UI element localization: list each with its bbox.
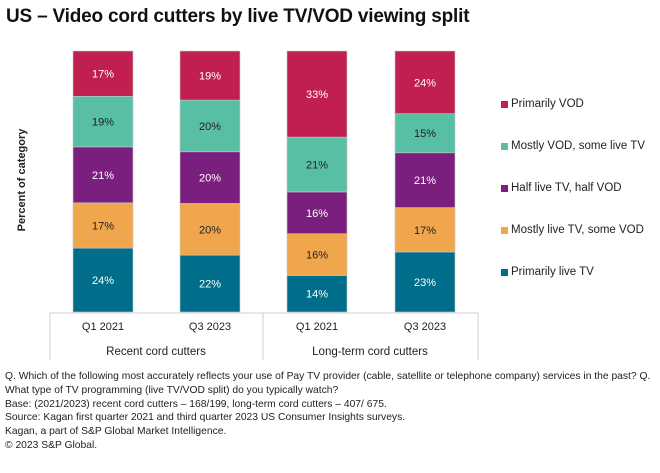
bar-segment (286, 191, 348, 235)
legend-swatch (501, 142, 508, 150)
data-label: 17% (92, 69, 114, 81)
legend-swatch (501, 184, 508, 192)
legend-item: Primarily live TV (501, 265, 594, 279)
y-axis-label: Percent of category (16, 128, 28, 232)
data-label: 19% (199, 71, 221, 83)
x-tick-label: Q3 2023 (404, 321, 446, 333)
data-label: 17% (414, 225, 436, 237)
legend-swatch (501, 100, 508, 108)
data-label: 21% (414, 175, 436, 187)
legend-label: Mostly live TV, some VOD (511, 224, 644, 236)
data-label: 14% (306, 289, 328, 301)
x-group-label: Long-term cord cutters (312, 346, 428, 358)
data-label: 15% (414, 128, 436, 140)
bar-segment (179, 151, 241, 204)
data-label: 22% (199, 279, 221, 291)
legend-swatch (501, 226, 508, 234)
data-label: 21% (92, 170, 114, 182)
legend-item: Mostly VOD, some live TV (501, 139, 645, 153)
note-publisher: Kagan, a part of S&P Global Market Intel… (5, 426, 227, 438)
legend-label: Half live TV, half VOD (511, 182, 622, 194)
bar-segment (394, 152, 456, 208)
chart-notes: Q. Which of the following most accuratel… (5, 370, 655, 453)
note-question: Q. Which of the following most accuratel… (5, 371, 651, 396)
data-label: 16% (306, 250, 328, 262)
data-label: 24% (414, 77, 436, 89)
stacked-bar-chart: 24% 17% 21% 19% 17% 22% 20% 20% 20% 19% 14% 16% 16% 2… (49, 50, 479, 360)
data-label: 23% (414, 277, 436, 289)
bar-segment (179, 50, 241, 101)
data-label: 21% (306, 160, 328, 172)
x-tick-label: Q1 2021 (296, 321, 338, 333)
x-tick-label: Q1 2021 (82, 321, 124, 333)
legend-label: Primarily live TV (511, 266, 594, 278)
note-base: Base: (2021/2023) recent cord cutters – … (5, 398, 387, 410)
legend-item: Mostly live TV, some VOD (501, 223, 644, 237)
data-label: 17% (92, 220, 114, 232)
x-tick-label: Q3 2023 (189, 321, 231, 333)
bar-segment (72, 50, 134, 97)
data-label: 20% (199, 121, 221, 133)
bar-segment (179, 99, 241, 153)
bar-segment (394, 251, 456, 313)
legend-item: Half live TV, half VOD (501, 181, 622, 195)
chart-title: US – Video cord cutters by live TV/VOD v… (6, 6, 470, 27)
legend-item: Primarily VOD (501, 97, 584, 111)
note-copyright: © 2023 S&P Global. (5, 439, 98, 451)
data-label: 19% (92, 117, 114, 129)
bar-segment (72, 95, 134, 148)
data-label: 16% (306, 208, 328, 220)
bar-segment (286, 233, 348, 276)
bar-segment (72, 247, 134, 313)
bar-segment (72, 202, 134, 249)
legend-label: Primarily VOD (511, 98, 584, 110)
bar-segment (179, 254, 241, 313)
bar-segment (394, 207, 456, 253)
legend-label: Mostly VOD, some live TV (511, 140, 645, 152)
note-source: Source: Kagan first quarter 2021 and thi… (5, 412, 406, 424)
legend-swatch (501, 268, 508, 276)
bar-segment (286, 50, 348, 138)
x-group-label: Recent cord cutters (106, 346, 206, 358)
data-label: 20% (199, 173, 221, 185)
bar-segment (394, 50, 456, 114)
data-label: 33% (306, 89, 328, 101)
data-label: 20% (199, 224, 221, 236)
bar-segment (286, 275, 348, 313)
data-label: 24% (92, 275, 114, 287)
bar-segment (179, 203, 241, 256)
